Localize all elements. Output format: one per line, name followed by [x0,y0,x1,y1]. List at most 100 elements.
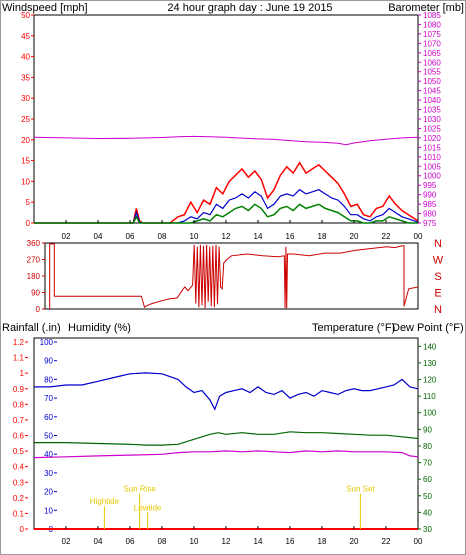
temperature-tick-label: 140 [423,342,437,351]
marker-label: Sun Rise [123,485,156,494]
temperature-tick-label: 50 [423,492,432,501]
compass-label: E [434,288,441,300]
barometer-tick-label: 1065 [423,49,441,58]
humidity-tick-label: 90 [44,357,53,366]
barometer-tick-label: 1035 [423,106,441,115]
rainfall-tick-label: 0.3 [13,478,25,487]
windspeed-tick-label: 15 [21,157,30,166]
hour-label-bottom: 22 [382,537,391,546]
temperature-tick-label: 130 [423,359,437,368]
windspeed-tick-label: 25 [21,115,30,124]
hour-label-top: 20 [350,232,359,241]
humidity-tick-label: 20 [44,488,53,497]
rainfall-tick-label: 1.1 [13,354,25,363]
hour-label-bottom: 04 [94,537,103,546]
windspeed-tick-label: 20 [21,136,30,145]
temperature-line [34,431,419,446]
hour-label-bottom: 10 [190,537,199,546]
humidity-line [34,372,419,411]
humidity-tick-label: 70 [44,394,53,403]
barometer-tick-label: 1010 [423,153,441,162]
hour-label-top: 02 [62,232,71,241]
compass-label: N [434,238,442,250]
hour-label-top: 12 [222,232,231,241]
direction-tick-label: 270 [27,256,41,265]
temperature-tick-label: 100 [423,409,437,418]
rainfall-tick-label: 1.2 [13,338,25,347]
barometer-tick-label: 1075 [423,30,441,39]
rainfall-tick-label: 0.4 [13,463,25,472]
dewpoint-axis-title: Dew Point (°F) [392,322,464,334]
barometer-tick-label: 1030 [423,115,441,124]
hour-label-bottom: 20 [350,537,359,546]
barometer-tick-label: 990 [423,191,437,200]
hour-label-bottom: 12 [222,537,231,546]
wind-direction-line [49,243,419,309]
temperature-tick-label: 110 [423,392,436,401]
rainfall-ticks: 0 0.1 0.2 0.3 0.4 0.5 0.6 0.7 0.8 0.9 1 1.1 1.2 [13,338,28,534]
windspeed-axis-title: Windspeed [mph] [2,2,88,14]
windspeed-tick-label: 0 [26,219,31,228]
temperature-tick-label: 90 [423,425,432,434]
barometer-tick-label: 1055 [423,68,441,77]
humidity-tick-label: 40 [44,450,53,459]
wind-low-line [34,203,418,224]
dew-point-line [33,450,419,459]
barometer-tick-label: 1045 [423,87,441,96]
barometer-tick-label: 1080 [423,20,441,29]
humidity-tick-label: 80 [44,375,53,384]
hour-label-top: 22 [382,232,391,241]
windspeed-tick-label: 30 [21,94,30,103]
hour-label-top: 10 [190,232,199,241]
barometer-tick-label: 1050 [423,77,441,86]
direction-tick-label: 0 [36,305,41,314]
temperature-axis-title: Temperature (°F) [312,322,395,334]
wind-series [33,135,419,224]
hour-label-bottom: 18 [318,537,327,546]
barometer-tick-label: 985 [423,200,437,209]
barometer-ticks: 9759809859909951000100510101015102010251… [418,11,441,228]
hour-label-top: 08 [158,232,167,241]
direction-tick-label: 90 [31,289,40,298]
direction-series [49,243,419,309]
barometer-tick-label: 1040 [423,96,441,105]
windspeed-ticks: 0 5 10 15 20 25 30 35 40 45 50 [21,11,34,228]
barometer-axis-title: Barometer [mb] [388,2,464,14]
temperature-tick-label: 40 [423,508,432,517]
windspeed-tick-label: 35 [21,73,30,82]
hour-label-bottom: 14 [254,537,263,546]
hour-label-top: 04 [94,232,103,241]
barometer-tick-label: 1060 [423,58,441,67]
hour-label-bottom: 16 [286,537,295,546]
hour-label-bottom: 00 [414,537,423,546]
windspeed-tick-label: 50 [21,11,30,20]
humidity-tick-label: 60 [44,413,53,422]
barometer-tick-label: 980 [423,210,437,219]
barometer-tick-label: 1005 [423,162,441,171]
wind-gust-line [34,161,419,224]
hour-label-top: 18 [318,232,327,241]
humidity-tick-label: 10 [44,506,53,515]
barometer-tick-label: 995 [423,181,437,190]
hour-label-top: 00 [414,232,423,241]
barometer-tick-label: 1070 [423,39,441,48]
barometer-tick-label: 1015 [423,143,441,152]
compass-label: W [433,255,444,267]
temperature-tick-label: 120 [423,376,437,385]
barometer-tick-label: 1025 [423,124,441,133]
temperature-tick-label: 30 [423,525,432,534]
barometer-line [33,135,419,146]
graph-title: 24 hour graph day : June 19 2015 [167,2,332,14]
windspeed-tick-label: 45 [21,32,30,41]
compass-label: N [434,304,442,316]
barometer-tick-label: 1085 [423,11,441,20]
temperature-ticks: 30 40 50 60 70 80 90 100 110 120 130 140 [418,342,437,534]
compass-label: S [434,271,441,283]
wind-average-line [34,188,419,224]
rainfall-tick-label: 0.1 [13,509,25,518]
hour-label-bottom: 06 [126,537,135,546]
